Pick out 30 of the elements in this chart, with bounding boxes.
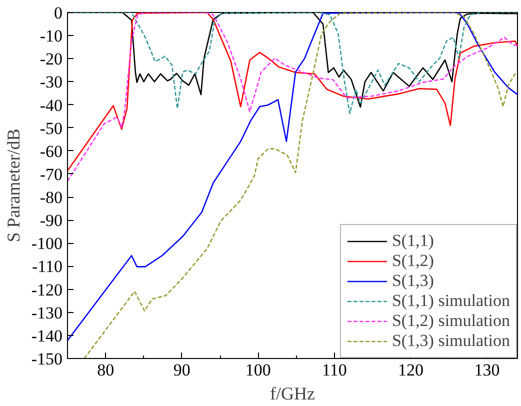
y-tick-label: -40 bbox=[40, 96, 63, 115]
x-axis-title: f/GHz bbox=[270, 384, 315, 404]
legend-label: S(1,1) bbox=[392, 231, 434, 251]
y-tick-label: -90 bbox=[40, 211, 63, 230]
y-tick-label: -100 bbox=[31, 234, 63, 254]
y-tick-label: 0 bbox=[54, 4, 62, 22]
x-tick-label: 130 bbox=[474, 360, 500, 380]
x-tick-label: 90 bbox=[173, 360, 190, 380]
x-tick-label: 100 bbox=[245, 360, 271, 380]
y-tick-label: -150 bbox=[31, 350, 63, 368]
y-tick-label: -70 bbox=[40, 164, 63, 184]
y-tick-label: -110 bbox=[32, 257, 62, 276]
legend-label: S(1,2) bbox=[392, 251, 434, 271]
y-tick-label: -10 bbox=[40, 26, 63, 46]
y-axis-title: S Parameter/dB bbox=[3, 128, 24, 242]
x-tick-label: 110 bbox=[322, 360, 347, 380]
y-tick-label: -20 bbox=[40, 50, 63, 69]
y-tick-label: -60 bbox=[40, 142, 63, 161]
legend-label: S(1,3) simulation bbox=[392, 331, 510, 351]
y-tick-label: -130 bbox=[31, 303, 63, 322]
y-tick-label: -80 bbox=[40, 188, 63, 208]
x-tick-label: 120 bbox=[398, 360, 424, 380]
legend-label: S(1,1) simulation bbox=[392, 291, 510, 311]
legend-label: S(1,2) simulation bbox=[392, 311, 510, 331]
x-tick-label: 80 bbox=[97, 360, 114, 380]
y-tick-label: -140 bbox=[31, 326, 63, 346]
y-tick-label: -120 bbox=[31, 280, 63, 300]
y-tick-label: -50 bbox=[40, 118, 63, 138]
y-tick-label: -30 bbox=[40, 72, 63, 92]
legend-label: S(1,3) bbox=[392, 271, 434, 291]
